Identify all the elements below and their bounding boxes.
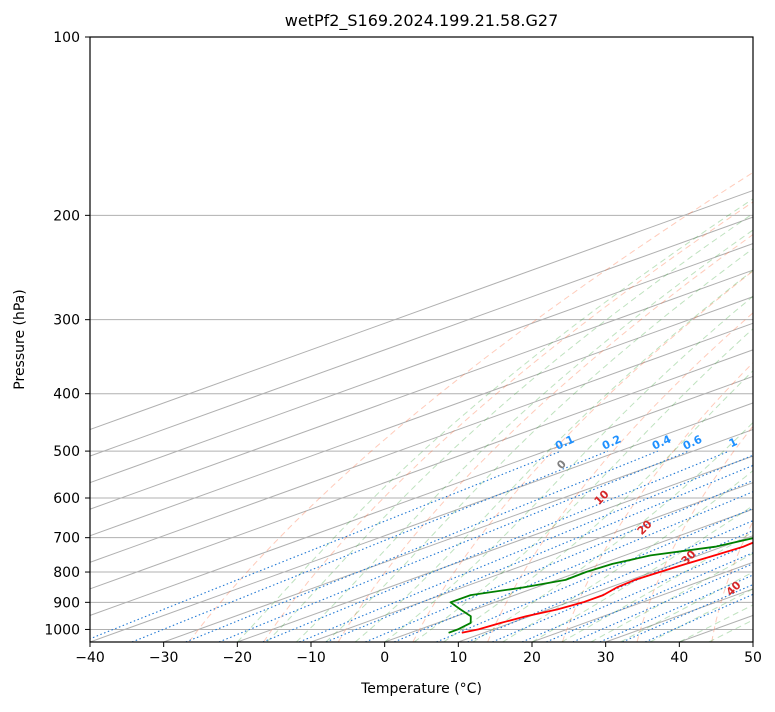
x-tick-label: 20 — [523, 650, 541, 666]
x-tick-label: 50 — [744, 650, 762, 666]
y-tick-label: 100 — [53, 30, 80, 46]
x-tick-label: 0 — [380, 650, 389, 666]
x-tick-label: −10 — [296, 650, 326, 666]
y-tick-label: 300 — [53, 313, 80, 329]
y-tick-label: 600 — [53, 491, 80, 507]
y-axis-label: Pressure (hPa) — [12, 289, 28, 389]
chart-title: wetPf2_S169.2024.199.21.58.G27 — [285, 11, 559, 31]
x-tick-label: 30 — [597, 650, 615, 666]
x-tick-label: −40 — [75, 650, 105, 666]
x-axis-label: Temperature (°C) — [360, 681, 482, 697]
y-tick-label: 900 — [53, 595, 80, 611]
y-tick-label: 400 — [53, 387, 80, 403]
y-tick-label: 1000 — [44, 622, 80, 638]
y-tick-label: 800 — [53, 565, 80, 581]
x-tick-label: −30 — [149, 650, 179, 666]
x-tick-label: 10 — [449, 650, 467, 666]
y-tick-label: 200 — [53, 208, 80, 224]
y-tick-label: 700 — [53, 531, 80, 547]
x-tick-label: 40 — [670, 650, 688, 666]
x-tick-label: −20 — [223, 650, 253, 666]
y-tick-label: 500 — [53, 444, 80, 460]
